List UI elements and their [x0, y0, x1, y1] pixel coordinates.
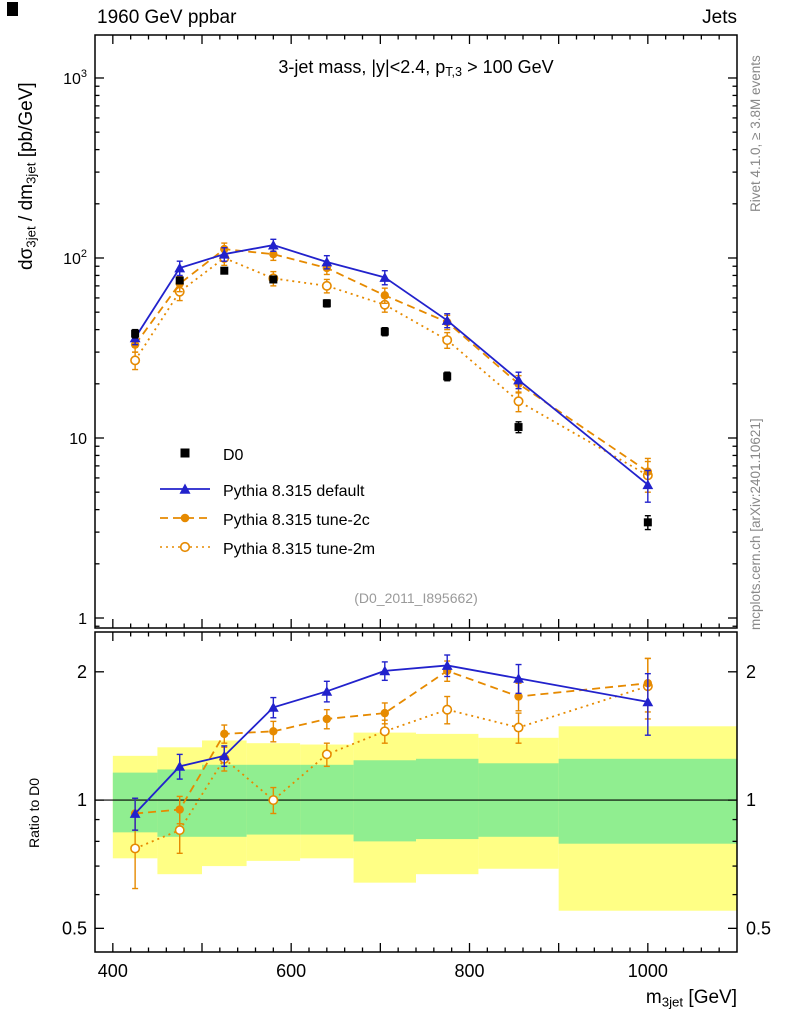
legend-item-pythia-tune-2m: Pythia 8.315 tune-2m — [160, 535, 375, 564]
x-axis-title: m3jet [GeV] — [645, 987, 737, 1010]
svg-text:2: 2 — [746, 662, 756, 682]
svg-text:400: 400 — [98, 961, 128, 981]
legend: D0 Pythia 8.315 default Pythia 8.315 tun… — [160, 441, 375, 564]
y-axis-title-ratio: Ratio to D0 — [26, 777, 42, 848]
svg-text:0.5: 0.5 — [62, 918, 87, 938]
legend-label: D0 — [223, 446, 244, 464]
legend-label: Pythia 8.315 tune-2m — [223, 540, 376, 558]
legend-label: Pythia 8.315 tune-2c — [223, 511, 370, 529]
svg-text:1000: 1000 — [628, 961, 668, 981]
svg-text:10: 10 — [69, 431, 87, 448]
svg-text:1: 1 — [77, 790, 87, 810]
blue-triangle-line-icon — [160, 481, 210, 502]
y-axis-title-top: dσ3jet / dm3jet [pb/GeV] — [16, 82, 39, 270]
svg-text:103: 103 — [63, 68, 87, 88]
orange-dashed-circle-icon — [160, 510, 210, 531]
svg-text:600: 600 — [276, 961, 306, 981]
svg-text:0.5: 0.5 — [746, 918, 771, 938]
d0-square-marker-icon — [160, 445, 210, 466]
rivet-version-caption: Rivet 4.1.0, ≥ 3.8M events — [748, 55, 763, 212]
legend-label: Pythia 8.315 default — [223, 482, 365, 500]
legend-item-pythia-tune-2c: Pythia 8.315 tune-2c — [160, 506, 375, 535]
header-beam-label: 1960 GeV ppbar — [97, 7, 237, 28]
svg-text:2: 2 — [77, 662, 87, 682]
svg-text:1: 1 — [78, 611, 87, 628]
plot-title: 3-jet mass, |y|<2.4, pT,3 > 100 GeV — [278, 57, 554, 80]
header-analysis-label: Jets — [702, 7, 737, 28]
svg-text:102: 102 — [63, 248, 87, 268]
mcplots-caption: mcplots.cern.ch [arXiv:2401.10621] — [748, 418, 763, 630]
corner-mark — [7, 2, 18, 16]
orange-dotted-open-circle-icon — [160, 539, 210, 560]
svg-text:800: 800 — [454, 961, 484, 981]
legend-item-d0: D0 — [160, 441, 375, 470]
legend-item-pythia-default: Pythia 8.315 default — [160, 477, 375, 506]
svg-text:1: 1 — [746, 790, 756, 810]
analysis-id-watermark: (D0_2011_I895662) — [354, 590, 478, 606]
